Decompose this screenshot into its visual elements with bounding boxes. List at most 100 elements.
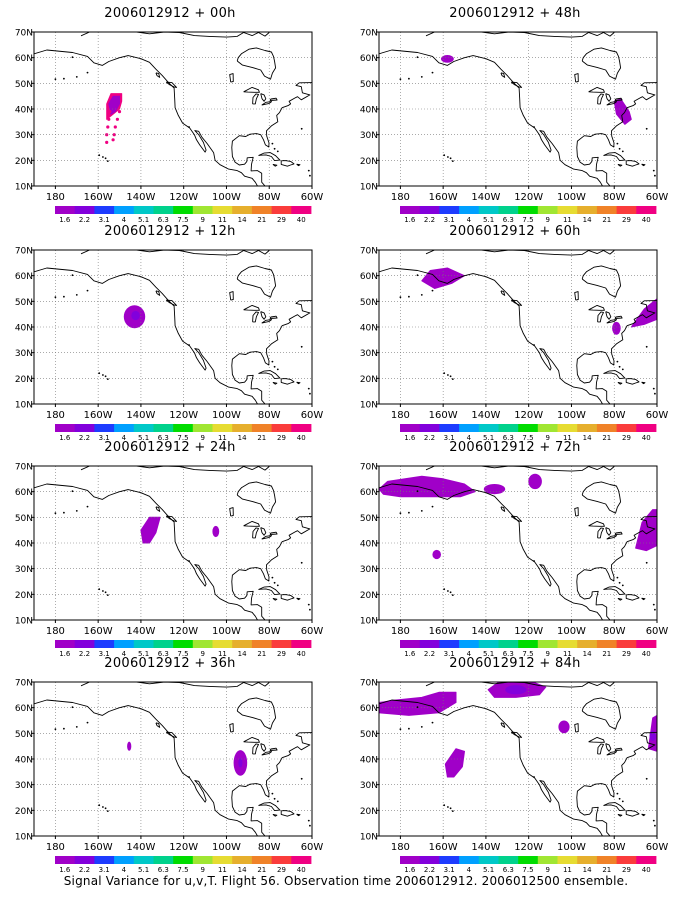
coastline xyxy=(261,751,273,756)
coastline xyxy=(659,514,673,526)
colorbar-label: 14 xyxy=(583,650,592,658)
island xyxy=(106,810,109,812)
x-tick-label: 80W xyxy=(603,626,626,637)
map-content xyxy=(379,682,673,836)
colorbar-swatch xyxy=(271,424,292,432)
variance-field xyxy=(635,509,657,552)
colorbar-label: 14 xyxy=(238,434,247,442)
island xyxy=(104,157,107,160)
colorbar-swatch xyxy=(636,640,657,648)
y-tick-label: 60N xyxy=(360,488,378,498)
colorbar-swatch xyxy=(94,206,115,214)
island xyxy=(645,127,648,130)
map-content xyxy=(379,250,657,404)
colorbar-swatch xyxy=(498,856,519,864)
colorbar-swatch xyxy=(173,206,194,214)
colorbar-swatch xyxy=(192,424,213,432)
colorbar-label: 1.6 xyxy=(59,216,71,224)
x-tick-label: 100W xyxy=(557,626,586,637)
y-tick-label: 70N xyxy=(15,463,33,473)
variance-field xyxy=(630,298,657,328)
x-tick-label: 120W xyxy=(514,626,543,637)
y-tick-label: 50N xyxy=(360,514,378,524)
y-tick-label: 60N xyxy=(15,54,33,64)
coastline xyxy=(659,730,673,742)
colorbar-label: 7.5 xyxy=(522,650,533,658)
observation-dot xyxy=(106,125,110,129)
x-tick-label: 180 xyxy=(391,410,410,421)
coastline xyxy=(425,250,615,256)
coastline xyxy=(236,265,277,298)
colorbar-label: 14 xyxy=(583,866,592,874)
x-tick-label: 60W xyxy=(646,842,669,853)
colorbar-label: 2.2 xyxy=(79,650,90,658)
colorbar-swatch xyxy=(251,640,272,648)
coastline xyxy=(379,699,657,836)
y-tick-label: 20N xyxy=(15,157,33,167)
coastline xyxy=(34,483,312,620)
y-tick-label: 40N xyxy=(360,756,378,766)
observation-dot xyxy=(108,110,112,114)
island xyxy=(431,289,434,292)
island xyxy=(416,274,419,277)
coastline xyxy=(379,483,657,620)
y-tick-label: 40N xyxy=(15,106,33,116)
coastline xyxy=(80,32,270,38)
colorbar-label: 1.6 xyxy=(59,650,71,658)
colorbar-label: 14 xyxy=(238,216,247,224)
colorbar-swatch xyxy=(498,424,519,432)
map-plot: 180 160W 140W 120W 100W 80W 60W 10N 20N 30N 40N 50N… xyxy=(15,463,324,659)
colorbar-label: 2.2 xyxy=(79,216,90,224)
y-tick-label: 20N xyxy=(15,807,33,817)
y-tick-label: 20N xyxy=(360,157,378,167)
y-tick-label: 10N xyxy=(15,183,33,193)
coastline xyxy=(269,97,278,101)
map-panel-48h: 2006012912 + 48h 180 160W 140W 120W 100W 80W 6… xyxy=(360,6,669,224)
coastline xyxy=(155,72,161,78)
island xyxy=(447,156,449,158)
x-tick-label: 100W xyxy=(212,626,241,637)
island xyxy=(271,360,274,363)
colorbar-swatch xyxy=(537,424,558,432)
map-panel-12h: 2006012912 + 12h 180 160W 140W 120W 100W 80W 6… xyxy=(15,224,324,442)
island xyxy=(271,142,274,145)
coastline xyxy=(588,520,605,527)
coastline xyxy=(510,515,523,522)
island xyxy=(104,375,107,378)
colorbar-swatch xyxy=(596,856,617,864)
colorbar-label: 40 xyxy=(297,434,306,442)
observation-dot xyxy=(115,117,119,121)
y-tick-label: 70N xyxy=(360,29,378,39)
island xyxy=(276,800,279,803)
x-tick-label: 100W xyxy=(212,410,241,421)
colorbar-swatch xyxy=(74,640,95,648)
colorbar-swatch xyxy=(419,640,440,648)
colorbar-label: 11 xyxy=(218,216,227,224)
colorbar-label: 11 xyxy=(563,216,572,224)
island xyxy=(63,511,65,514)
y-tick-label: 70N xyxy=(15,247,33,257)
island xyxy=(276,584,279,587)
variance-field xyxy=(528,473,542,490)
island xyxy=(309,608,311,611)
island xyxy=(431,71,434,74)
island xyxy=(416,706,419,709)
colorbar-swatch xyxy=(251,424,272,432)
island xyxy=(443,804,446,807)
colorbar-label: 9 xyxy=(545,866,549,874)
y-tick-label: 70N xyxy=(360,247,378,257)
colorbar-swatch xyxy=(173,424,194,432)
colorbar-swatch xyxy=(557,640,578,648)
colorbar-label: 9 xyxy=(200,650,204,658)
observation-dot xyxy=(111,138,115,142)
coastline xyxy=(272,597,278,601)
colorbar-label: 2.2 xyxy=(79,434,90,442)
colorbar-swatch xyxy=(74,424,95,432)
colorbar-label: 9 xyxy=(545,434,549,442)
colorbar-label: 21 xyxy=(602,216,611,224)
coastline xyxy=(260,311,267,320)
island xyxy=(654,824,656,827)
y-tick-label: 10N xyxy=(360,401,378,411)
coastline xyxy=(500,506,506,512)
colorbar-swatch xyxy=(173,640,194,648)
